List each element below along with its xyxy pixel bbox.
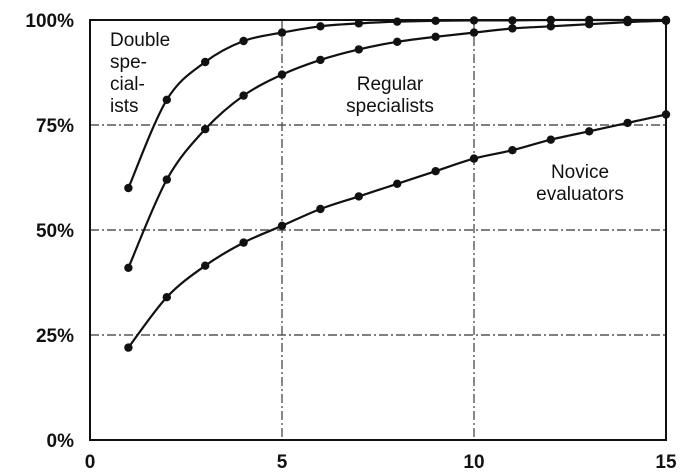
x-tick-label: 0 [85,452,96,473]
plot-frame [89,19,667,441]
data-point [277,28,287,37]
data-point [431,32,440,41]
data-point [201,261,210,270]
data-point [239,238,248,247]
data-point [124,343,133,352]
data-point [354,192,363,201]
series-label-double-specialists: Double spe-cial-ists [110,30,170,117]
data-point [623,118,632,128]
data-point [239,91,248,100]
series-labels: Double spe-cial-ists Regular specialists Nov… [110,30,624,205]
data-point [316,55,325,65]
series-group [124,15,671,352]
y-tick-label: 50% [36,221,74,242]
data-point [546,15,555,25]
data-point [469,28,479,37]
y-tick-label: 0% [47,431,75,452]
data-point [508,16,517,25]
series-novice-evaluators [124,110,671,352]
series-label-line: spe- [110,52,147,73]
data-point [277,70,287,79]
data-point [469,154,479,163]
series-label-line: Regular [357,74,424,95]
y-tick-label: 100% [25,11,74,32]
y-axis-ticks: 0% 25% 50% 75% 100% [25,11,74,452]
y-tick-label: 25% [36,326,74,347]
series-label-regular-specialists: Regular specialists [346,74,434,117]
data-point [162,95,171,105]
series-label-line: Double [110,30,170,51]
data-point [201,125,210,134]
data-point [354,19,363,28]
data-point [201,57,210,67]
data-point [162,175,171,184]
data-point [162,293,171,302]
data-point [124,183,133,193]
data-point [277,221,287,230]
data-point [546,22,555,31]
data-point [661,110,671,119]
data-point [393,179,402,188]
data-point [469,16,479,25]
series-regular-specialists [124,16,671,272]
data-point [124,263,133,272]
data-point [239,36,248,46]
data-point [508,24,517,33]
series-line-novice-evaluators [127,113,667,349]
data-point [354,45,363,54]
series-label-novice-evaluators: Novice evaluators [536,162,624,205]
data-point [623,17,632,27]
x-tick-label: 15 [655,452,677,473]
x-axis-ticks: 0 5 10 15 [85,452,677,473]
data-point [393,17,402,26]
data-point [585,127,594,136]
series-double-specialists [124,15,671,193]
data-point [316,22,325,31]
data-point [431,167,440,176]
data-point [316,204,325,214]
series-label-line: ists [110,96,139,117]
data-point [546,135,555,144]
data-point [661,16,671,26]
y-tick-label: 75% [36,116,74,137]
data-point [393,37,402,47]
data-point [508,146,517,155]
data-point [585,20,594,29]
series-label-line: specialists [346,96,434,117]
series-label-line: evaluators [536,184,624,205]
x-tick-label: 5 [277,452,288,473]
data-point [431,16,440,26]
x-tick-label: 10 [463,452,484,473]
series-label-line: Novice [551,162,609,183]
series-label-line: cial- [110,74,145,95]
